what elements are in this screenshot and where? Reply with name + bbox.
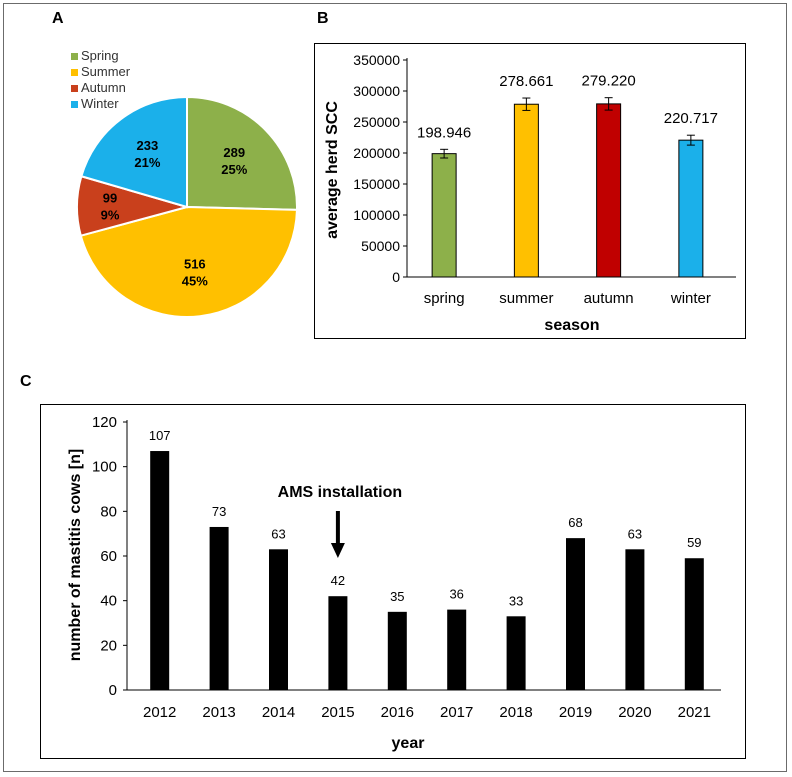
chart-c-data-label: 68 [568, 515, 582, 530]
legend-label: Autumn [81, 80, 126, 95]
chart-c-bar-2017 [447, 609, 467, 690]
chart-b-bar-summer [513, 103, 539, 278]
panel-label-a: A [52, 10, 64, 27]
chart-b-y-tick-label: 250000 [353, 114, 400, 130]
pie-value-label: 289 [223, 145, 245, 160]
legend-label: Spring [81, 48, 119, 63]
pie-value-label: 99 [103, 190, 117, 205]
chart-c-x-tick-label: 2021 [678, 704, 711, 721]
pie-slice-spring [186, 95, 298, 211]
chart-c-y-axis-title: number of mastitis cows [n] [67, 449, 84, 661]
pie-percent-label: 25% [221, 162, 247, 177]
legend-label: Summer [81, 64, 131, 79]
chart-c-frame [40, 404, 746, 759]
chart-c-x-tick-label: 2013 [202, 704, 235, 721]
legend-swatch-spring [71, 53, 78, 60]
chart-b-y-tick-label: 200000 [353, 145, 400, 161]
chart-b-y-tick-label: 100000 [353, 207, 400, 223]
chart-c-bar-2012 [150, 451, 170, 690]
chart-b-y-tick-label: 350000 [353, 52, 400, 68]
chart-c-x-axis-title: year [392, 735, 425, 752]
legend-swatch-winter [71, 101, 78, 108]
chart-c-bar-2013 [209, 526, 229, 690]
chart-b-data-label: 198.946 [417, 124, 471, 141]
chart-c-data-label: 33 [509, 593, 523, 608]
chart-b-x-tick-label: autumn [584, 290, 634, 307]
chart-c-x-tick-label: 2014 [262, 704, 295, 721]
chart-c-bar-2021 [684, 558, 704, 690]
pie-percent-label: 21% [134, 155, 160, 170]
panel-label-b: B [317, 10, 329, 27]
chart-c-x-tick-label: 2012 [143, 704, 176, 721]
chart-c-data-label: 42 [331, 573, 345, 588]
legend-swatch-summer [71, 69, 78, 76]
chart-c-bar-2019 [566, 538, 585, 690]
chart-b-y-tick-label: 0 [392, 269, 400, 285]
chart-b-x-tick-label: spring [424, 290, 465, 307]
chart-b-x-axis-title: season [544, 317, 599, 334]
chart-c-data-label: 107 [149, 428, 171, 443]
chart-b-bar-spring [431, 153, 457, 278]
pie-value-label: 516 [184, 257, 206, 272]
chart-b-x-tick-label: summer [499, 290, 553, 307]
chart-b-frame [314, 43, 746, 339]
chart-c-data-label: 73 [212, 504, 226, 519]
pie-slice-summer [79, 205, 298, 318]
chart-c-x-tick-label: 2016 [381, 704, 414, 721]
chart-c-data-label: 63 [628, 526, 642, 541]
chart-b-x-tick-label: winter [670, 290, 711, 307]
chart-c-y-tick-label: 0 [109, 682, 117, 699]
chart-b-y-axis-title: average herd SCC [324, 101, 341, 239]
chart-b-data-label: 278.661 [499, 73, 553, 90]
chart-c-annotation-text: AMS installation [278, 484, 402, 501]
legend-label: Winter [81, 96, 119, 111]
chart-c-bar-2018 [506, 616, 526, 690]
chart-b-data-label: 279.220 [582, 73, 636, 90]
chart-b-data-label: 220.717 [664, 110, 718, 127]
legend-swatch-autumn [71, 85, 78, 92]
pie-value-label: 233 [137, 138, 159, 153]
chart-c-bar-2014 [269, 549, 288, 690]
chart-c-bar-2016 [387, 611, 407, 690]
chart-c-y-tick-label: 80 [100, 503, 117, 520]
chart-b-bar-autumn [596, 103, 622, 278]
pie-slice-winter [80, 95, 188, 209]
chart-c-y-tick-label: 60 [100, 548, 117, 565]
chart-b-y-tick-label: 300000 [353, 83, 400, 99]
pie-percent-label: 9% [101, 207, 120, 222]
chart-b-y-tick-label: 150000 [353, 176, 400, 192]
chart-c-data-label: 36 [449, 587, 463, 602]
chart-c-x-tick-label: 2015 [321, 704, 354, 721]
chart-c-data-label: 63 [271, 526, 285, 541]
chart-c-y-tick-label: 120 [92, 414, 117, 431]
chart-c-x-tick-label: 2017 [440, 704, 473, 721]
chart-c-bar-2015 [328, 596, 348, 690]
chart-c-x-tick-label: 2018 [499, 704, 532, 721]
chart-b-bar-winter [678, 139, 704, 278]
pie-percent-label: 45% [182, 274, 208, 289]
chart-c-x-tick-label: 2020 [618, 704, 651, 721]
chart-b-y-tick-label: 50000 [361, 238, 400, 254]
chart-c-y-tick-label: 100 [92, 459, 117, 476]
panel-label-c: C [20, 373, 32, 390]
chart-c-annotation-arrowhead [330, 543, 345, 558]
chart-c-x-tick-label: 2019 [559, 704, 592, 721]
chart-c-data-label: 59 [687, 535, 701, 550]
chart-c-y-tick-label: 20 [100, 637, 117, 654]
chart-c-bar-2020 [625, 549, 645, 690]
chart-c-data-label: 35 [390, 589, 404, 604]
chart-c-y-tick-label: 40 [100, 593, 117, 610]
